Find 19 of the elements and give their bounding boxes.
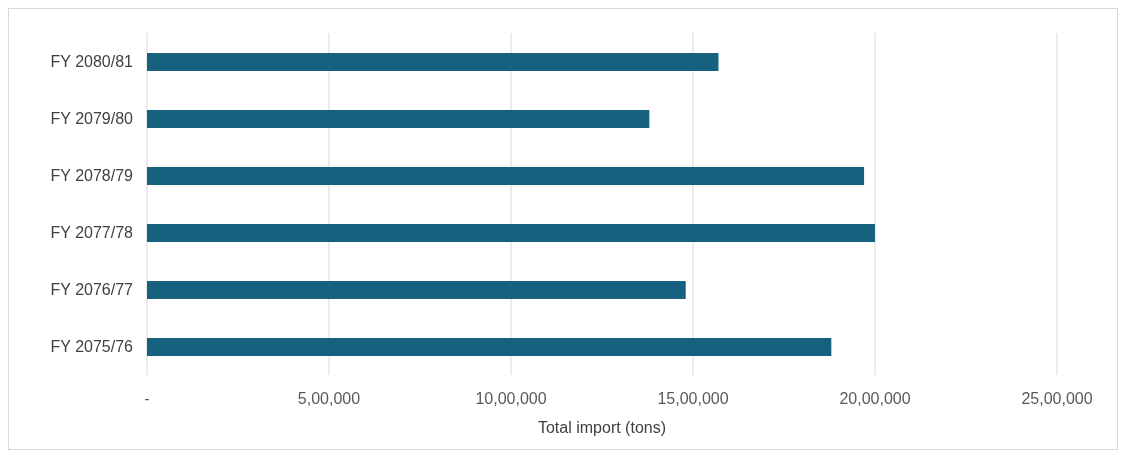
x-tick-label: 25,00,000 [1021, 390, 1093, 408]
y-tick-label: FY 2075/76 [50, 338, 134, 356]
bar [147, 338, 832, 356]
bar [147, 110, 650, 128]
x-tick-label: 15,00,000 [657, 390, 729, 408]
x-tick-label: 10,00,000 [475, 390, 547, 408]
y-tick-label: FY 2077/78 [50, 224, 134, 242]
y-tick-label: FY 2076/77 [50, 281, 134, 299]
y-tick-label: FY 2079/80 [50, 110, 134, 128]
x-tick-label: - [144, 390, 150, 408]
x-tick-label: 20,00,000 [839, 390, 911, 408]
x-axis-title: Total import (tons) [537, 419, 667, 436]
y-tick-label: FY 2080/81 [50, 53, 134, 71]
bar [147, 224, 875, 242]
y-tick-label: FY 2078/79 [50, 167, 134, 185]
bar [147, 281, 686, 299]
bar [147, 53, 719, 71]
x-tick-label: 5,00,000 [297, 390, 361, 408]
bar [147, 167, 865, 185]
